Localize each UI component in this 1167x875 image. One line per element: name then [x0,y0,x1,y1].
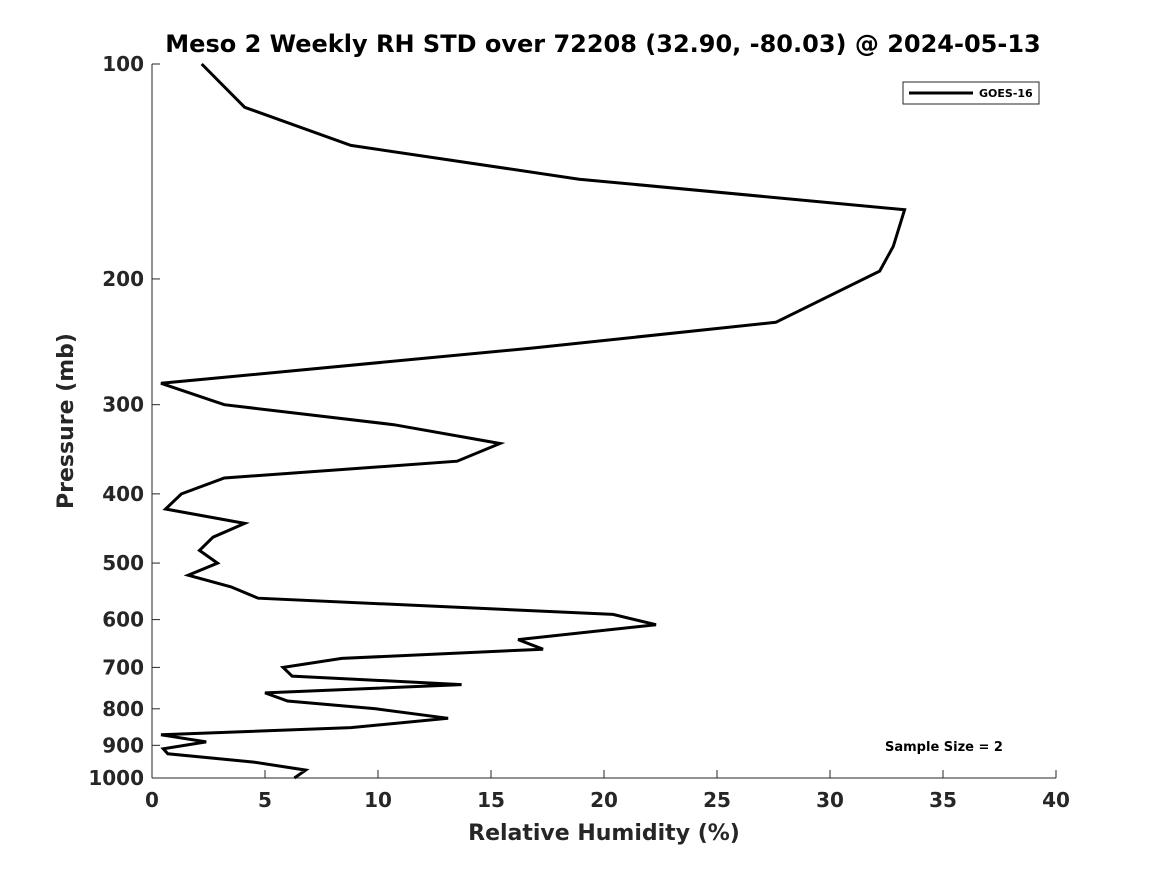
y-tick-label: 800 [102,697,144,721]
plot-axes: 0 5 10 15 20 25 30 35 40 100 200 300 400 500 600 700 800… [88,52,1070,812]
y-tick-label: 500 [102,551,144,575]
sample-size-annotation: Sample Size = 2 [885,740,1003,755]
x-tick-label: 25 [703,788,731,812]
plot-lines [160,62,907,780]
x-tick-label: 40 [1042,788,1070,812]
legend: GOES-16 [902,81,1040,105]
y-tick-label: 100 [102,52,144,76]
y-tick-label: 1000 [88,766,144,790]
chart-title: Meso 2 Weekly RH STD over 72208 (32.90, … [165,30,1040,58]
x-tick-label: 10 [364,788,392,812]
x-tick-label: 20 [590,788,618,812]
y-axis-label: Pressure (mb) [54,333,79,509]
x-tick-label: 0 [145,788,159,812]
y-tick-label: 200 [102,267,144,291]
y-tick-label: 700 [102,655,144,679]
legend-entry-goes-16: GOES-16 [979,87,1033,100]
x-tick-label: 30 [816,788,844,812]
x-tick-label: 15 [477,788,505,812]
y-tick-label: 600 [102,608,144,632]
y-tick-label: 300 [102,393,144,417]
x-tick-label: 35 [929,788,957,812]
y-tick-label: 400 [102,482,144,506]
x-tick-label: 5 [258,788,272,812]
series-line-goes-16 [160,62,907,780]
x-axis-label: Relative Humidity (%) [468,821,740,846]
y-tick-label: 900 [102,733,144,757]
